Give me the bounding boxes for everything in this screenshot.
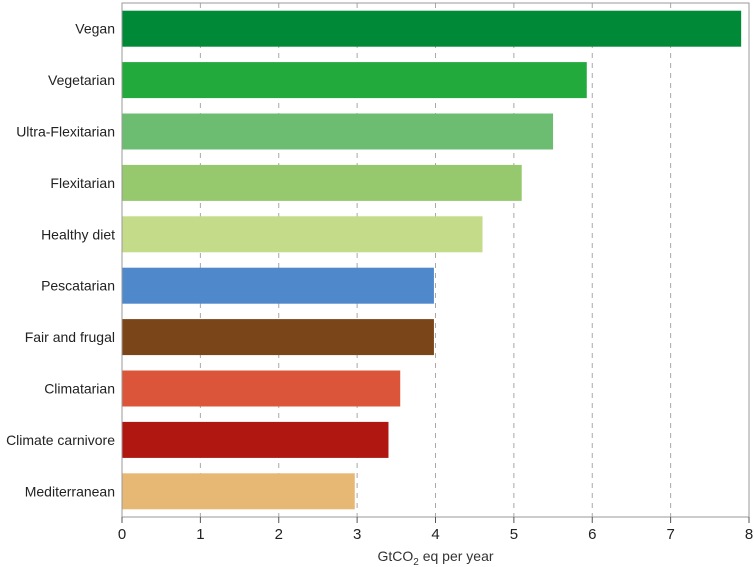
x-axis-title-main: GtCO (377, 548, 413, 564)
bar-vegan (122, 10, 742, 47)
category-label-ultra-flexitarian: Ultra-Flexitarian (16, 124, 115, 140)
bar-mediterranean (122, 473, 355, 510)
x-tick-label-1: 1 (196, 526, 204, 543)
bar-climatarian (122, 370, 401, 407)
bar-pescatarian (122, 267, 434, 304)
x-tick-label-3: 3 (353, 526, 361, 543)
x-tick-label-7: 7 (666, 526, 674, 543)
category-label-healthy-diet: Healthy diet (41, 226, 115, 242)
category-label-vegan: Vegan (75, 21, 115, 37)
x-tick-label-4: 4 (431, 526, 439, 543)
category-label-fair-and-frugal: Fair and frugal (25, 329, 115, 345)
x-tick-label-6: 6 (588, 526, 596, 543)
bar-flexitarian (122, 164, 522, 201)
x-tick-label-5: 5 (510, 526, 518, 543)
x-tick-label-0: 0 (118, 526, 126, 543)
category-labels: Vegan Vegetarian Ultra-Flexitarian Flexitar… (6, 21, 115, 500)
bar-healthy-diet (122, 216, 483, 253)
bars (122, 10, 742, 510)
bar-fair-and-frugal (122, 319, 434, 356)
category-label-flexitarian: Flexitarian (50, 175, 115, 191)
bar-vegetarian (122, 62, 587, 99)
category-label-vegetarian: Vegetarian (48, 72, 115, 88)
x-tick-label-8: 8 (745, 526, 753, 543)
x-axis-ticks: 0 1 2 3 4 5 6 7 8 (118, 517, 753, 543)
category-label-mediterranean: Mediterranean (25, 483, 115, 499)
x-axis-title-rest: eq per year (419, 548, 494, 564)
category-label-climate-carnivore: Climate carnivore (6, 432, 115, 448)
bar-climate-carnivore (122, 421, 389, 458)
x-axis-title: GtCO2 eq per year (377, 548, 493, 567)
category-label-pescatarian: Pescatarian (41, 278, 115, 294)
x-axis-title-subscript: 2 (413, 557, 419, 567)
category-label-climatarian: Climatarian (44, 381, 115, 397)
x-tick-label-2: 2 (275, 526, 283, 543)
bar-ultra-flexitarian (122, 113, 554, 150)
